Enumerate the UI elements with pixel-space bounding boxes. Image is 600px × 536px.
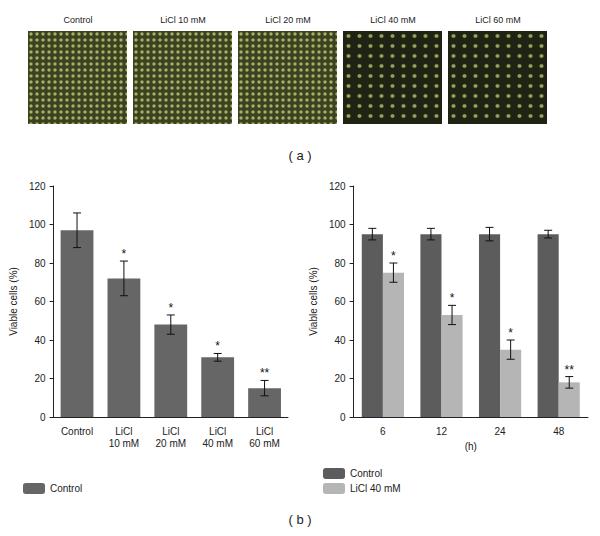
svg-text:120: 120 [329,181,346,192]
svg-text:*: * [168,301,173,315]
svg-text:20: 20 [34,373,46,384]
svg-text:60: 60 [334,296,346,307]
svg-text:40 mM: 40 mM [202,438,233,449]
svg-text:40: 40 [34,335,46,346]
svg-text:24: 24 [495,426,507,437]
svg-text:*: * [450,291,455,305]
svg-text:**: ** [565,363,575,377]
html-text:LiCl 20 mM: LiCl 20 mM [265,15,311,25]
svg-text:48: 48 [553,426,565,437]
svg-text:LiCl: LiCl [162,426,179,437]
svg-text:Viable cells (%): Viable cells (%) [308,267,319,336]
svg-text:6: 6 [380,426,386,437]
svg-text:**: ** [260,366,270,380]
svg-text:(h): (h) [465,441,477,452]
svg-text:40: 40 [334,335,346,346]
svg-text:12: 12 [436,426,448,437]
svg-text:*: * [508,326,513,340]
svg-text:10 mM: 10 mM [109,438,140,449]
html-text:LiCl 60 mM: LiCl 60 mM [475,15,521,25]
html-text:( b ): ( b ) [288,512,312,527]
svg-text:Control: Control [50,483,82,494]
svg-text:0: 0 [40,412,46,423]
svg-text:*: * [215,339,220,353]
svg-text:*: * [122,247,127,261]
svg-text:Viable cells (%): Viable cells (%) [8,267,19,336]
svg-text:80: 80 [334,258,346,269]
svg-text:*: * [391,249,396,263]
svg-text:120: 120 [29,181,46,192]
svg-text:100: 100 [329,219,346,230]
svg-text:20: 20 [334,373,346,384]
svg-text:Control: Control [350,468,382,479]
html-text:( a ): ( a ) [288,148,312,163]
svg-text:60 mM: 60 mM [249,438,280,449]
svg-text:LiCl: LiCl [115,426,132,437]
svg-text:LiCl: LiCl [256,426,273,437]
svg-text:60: 60 [34,296,46,307]
svg-text:100: 100 [29,219,46,230]
html-text:LiCl 10 mM: LiCl 10 mM [160,15,206,25]
svg-text:20 mM: 20 mM [156,438,187,449]
html-text:Control: Control [63,15,93,25]
svg-text:LiCl 40 mM: LiCl 40 mM [350,483,401,494]
svg-text:80: 80 [34,258,46,269]
svg-text:LiCl: LiCl [209,426,226,437]
svg-text:0: 0 [340,412,346,423]
html-text:LiCl 40 mM: LiCl 40 mM [370,15,416,25]
svg-text:Control: Control [61,426,93,437]
